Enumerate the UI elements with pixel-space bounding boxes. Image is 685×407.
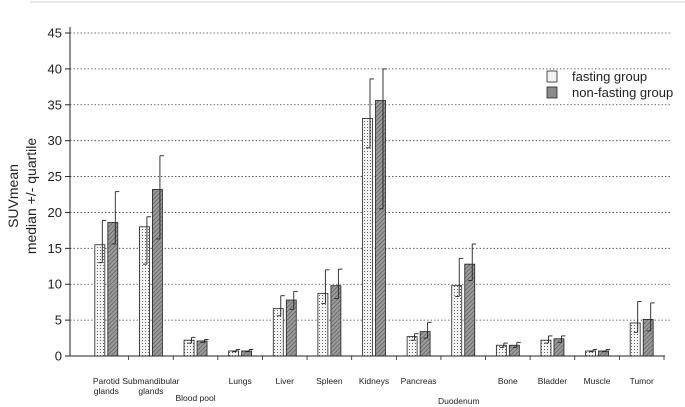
category-label: Spleen [316,376,343,386]
y-tick-label: 35 [48,97,62,112]
bar-non-fasting [107,222,119,357]
category-label: Liver [276,376,295,386]
y-tick-label: 15 [48,241,62,256]
bars [94,68,655,357]
category-label: glands [94,386,119,396]
y-axis-label-line-2: median +/- quartile [23,138,39,255]
bar-fasting [495,344,507,357]
bar-fasting [585,350,596,357]
bar-fasting [272,308,284,357]
bar-non-fasting [508,344,520,357]
bar-non-fasting [152,189,163,357]
bar-non-fasting [419,331,431,357]
category-label: Kidneys [359,376,389,386]
category-label: Bladder [538,376,567,386]
bar-fasting [94,244,106,357]
y-tick-label: 25 [48,169,62,184]
bar-non-fasting [330,285,342,357]
bar-non-fasting [464,263,476,357]
category-label: Bone [498,376,518,386]
category-label: Muscle [584,376,611,386]
y-tick-label: 10 [48,277,62,292]
y-tick-label: 5 [55,313,62,328]
category-label: Duodenum [438,396,480,406]
category-label: Lungs [229,376,252,386]
category-label: Blood pool [175,393,215,403]
category-label: Parotid [93,376,120,386]
bar-fasting [451,285,463,357]
y-tick-label: 45 [48,26,62,41]
legend-swatch-non-fasting [546,86,558,99]
bar-fasting [629,322,641,357]
legend-swatch-fasting [546,70,558,83]
bar-fasting [406,336,418,357]
bar-non-fasting [553,338,565,357]
legend-label-fasting: fasting group [572,69,647,84]
bar-fasting [362,118,373,357]
y-tick-label: 20 [48,205,62,220]
bar-fasting [139,226,150,357]
category-label: Tumor [630,376,654,386]
bar-fasting [540,339,552,357]
bar-non-fasting [196,340,208,357]
bar-non-fasting [642,318,654,357]
bar-fasting [317,293,329,357]
category-label: Submandibular [122,376,179,386]
category-label: Pancreas [401,376,437,386]
bar-non-fasting [375,100,386,357]
bar-fasting [183,339,195,357]
legend-label-non-fasting: non-fasting group [572,85,673,100]
bar-fasting [228,350,240,357]
y-axis-label-line-1: SUVmean [5,164,21,228]
bar-non-fasting [285,299,297,357]
bar-non-fasting [241,350,253,357]
y-tick-label: 40 [48,61,62,76]
bar-non-fasting [598,350,609,357]
y-tick-label: 30 [48,133,62,148]
category-label: glands [138,386,163,396]
y-tick-label: 0 [55,349,62,364]
